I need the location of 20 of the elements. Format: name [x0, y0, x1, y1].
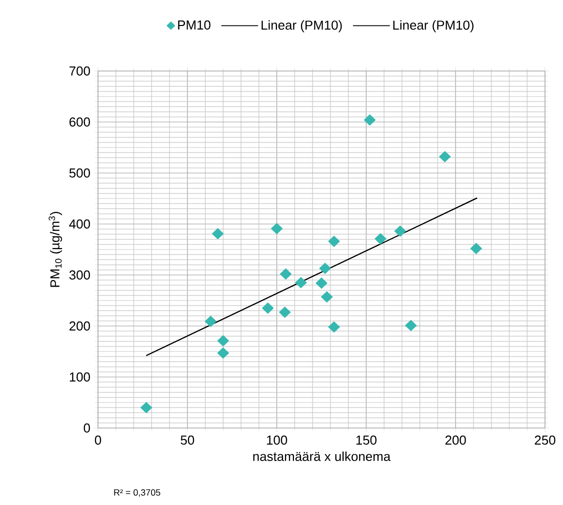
y-tick-label: 300	[69, 270, 90, 280]
x-axis-title: nastamäärä x ulkonema	[253, 452, 391, 462]
y-tick-label: 400	[69, 219, 90, 229]
y-tick-label: 200	[70, 321, 90, 331]
y-tick-label: 100	[70, 372, 90, 382]
legend-label: Linear (PM10)	[393, 20, 474, 32]
x-tick-label: 0	[94, 436, 102, 445]
y-tick-label: 500	[69, 168, 90, 178]
text: R² = 0,3705	[114, 489, 160, 497]
y-tick-label: 600	[70, 117, 90, 127]
x-tick-label: 100	[266, 436, 288, 445]
x-tick-label: 50	[180, 436, 194, 445]
x-tick-label: 200	[445, 436, 466, 445]
y-tick-label: 0	[84, 423, 90, 433]
y-tick-label: 700	[70, 66, 90, 76]
legend-label: Linear (PM10)	[262, 20, 342, 32]
y-axis-title: PM$_{10}$ (µg/m$^{3}$)	[48, 212, 62, 287]
x-tick-label: 150	[356, 436, 377, 445]
x-tick-label: 250	[534, 436, 556, 445]
legend-label: PM10	[178, 20, 210, 30]
